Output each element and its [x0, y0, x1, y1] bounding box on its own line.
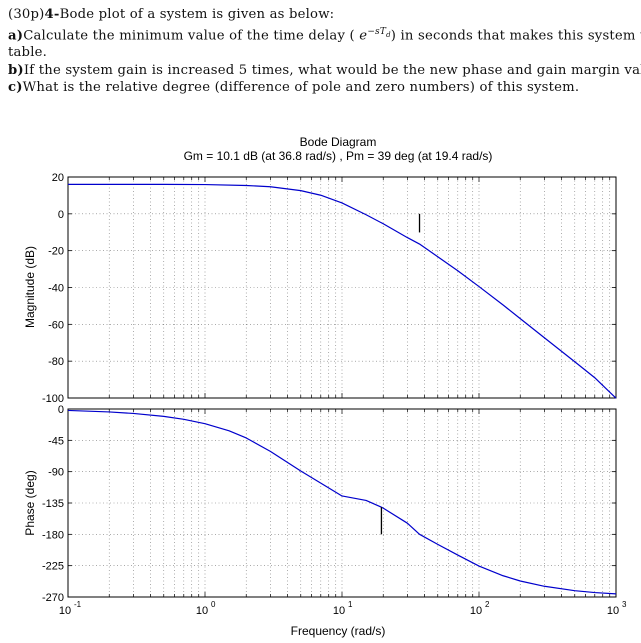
y-tick-label: 0	[58, 404, 64, 416]
math-exponent: −sTd	[367, 26, 391, 39]
magnitude-curve	[68, 183, 617, 399]
y-tick-label: 20	[52, 172, 64, 184]
x-tick-exponent: 0	[211, 600, 216, 609]
question-number: 4-	[44, 7, 60, 22]
math-base: e	[359, 27, 368, 43]
plot-frame	[67, 176, 617, 399]
part-b-text: If the system gain is increased 5 times,…	[23, 62, 641, 78]
part-a-tag: a)	[8, 27, 24, 43]
y-tick-label: -90	[48, 467, 64, 479]
x-tick-label: 10	[333, 605, 345, 617]
y-tick-label: -60	[48, 319, 64, 331]
x-tick-label: 10	[59, 605, 71, 617]
magnitude-ylabel: Magnitude (dB)	[23, 246, 37, 328]
x-tick-exponent: 1	[348, 600, 353, 609]
part-a-text-cont: table.	[8, 45, 48, 61]
y-tick-label: -40	[48, 283, 64, 295]
intro-text: Bode plot of a system is given as below:	[59, 7, 335, 22]
y-tick-label: -100	[42, 393, 64, 405]
chart-subtitle: Gm = 10.1 dB (at 36.8 rad/s) , Pm = 39 d…	[184, 149, 493, 163]
y-tick-label: -225	[42, 561, 64, 573]
question-text: (30p)4-Bode plot of a system is given as…	[8, 6, 641, 97]
x-axis-label: Frequency (rad/s)	[291, 624, 386, 638]
x-tick-label: 10	[196, 605, 208, 617]
chart-title: Bode Diagram	[300, 135, 377, 149]
question-c: c)What is the relative degree (differenc…	[8, 79, 636, 97]
x-tick-label: 10	[607, 605, 619, 617]
question-b: b)If the system gain is increased 5 time…	[8, 62, 641, 80]
x-tick-exponent: 3	[622, 600, 627, 609]
x-tick-exponent: 2	[485, 600, 490, 609]
y-tick-label: -180	[42, 529, 64, 541]
y-tick-label: -20	[48, 246, 64, 258]
part-a-text: Calculate the minimum value of the time …	[23, 27, 355, 43]
y-tick-label: -45	[48, 435, 64, 447]
y-tick-label: -270	[42, 592, 64, 604]
part-c-text: What is the relative degree (difference …	[22, 80, 580, 96]
part-c-tag: c)	[8, 80, 23, 96]
x-tick-label: 10	[470, 605, 482, 617]
y-tick-label: -80	[48, 356, 64, 368]
plot-frame	[67, 408, 617, 598]
y-tick-label: 0	[58, 209, 64, 221]
question-intro: (30p)4-Bode plot of a system is given as…	[8, 6, 636, 24]
phase-panel: 0 -45 -90 -135 -180 -225 -270	[42, 404, 617, 604]
question-a-cont: table.	[8, 44, 636, 62]
phase-curve	[67, 409, 617, 595]
phase-ylabel: Phase (deg)	[23, 470, 37, 535]
y-tick-label: -135	[42, 498, 64, 510]
x-tick-exponent: -1	[74, 600, 82, 609]
part-b-tag: b)	[8, 62, 24, 78]
magnitude-panel: 20 0 -20 -40 -60 -80 -100	[42, 172, 617, 405]
question-a: a)Calculate the minimum value of the tim…	[8, 24, 641, 45]
part-a-text-after: ) in seconds that makes this system uns-	[390, 27, 641, 43]
points-label: (30p)	[8, 7, 45, 22]
